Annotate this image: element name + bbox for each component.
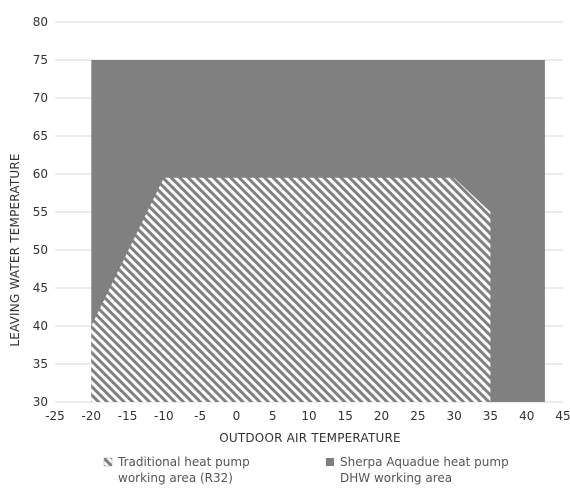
legend-label: Traditional heat pump xyxy=(117,455,250,469)
legend-label: DHW working area xyxy=(340,471,452,485)
legend-swatch-hatch xyxy=(103,457,113,467)
x-tick-label: 45 xyxy=(555,409,570,423)
x-axis-title: OUTDOOR AIR TEMPERATURE xyxy=(219,431,401,445)
y-tick-label: 75 xyxy=(33,53,48,67)
x-tick-label: 15 xyxy=(338,409,353,423)
y-tick-label: 70 xyxy=(33,91,48,105)
legend-swatch-solid xyxy=(326,458,334,466)
x-tick-label: 20 xyxy=(374,409,389,423)
x-tick-label: -5 xyxy=(194,409,206,423)
legend: Traditional heat pump working area (R32) S… xyxy=(103,455,509,485)
x-tick-label: 35 xyxy=(483,409,498,423)
x-tick-label: -20 xyxy=(81,409,101,423)
y-tick-label: 30 xyxy=(33,395,48,409)
x-tick-label: 0 xyxy=(233,409,241,423)
y-tick-label: 50 xyxy=(33,243,48,257)
x-tick-label: 40 xyxy=(519,409,534,423)
x-tick-label: -15 xyxy=(118,409,138,423)
y-tick-label: 65 xyxy=(33,129,48,143)
y-tick-label: 45 xyxy=(33,281,48,295)
y-axis-title: LEAVING WATER TEMPERATURE xyxy=(8,153,22,346)
series-area-1 xyxy=(91,177,491,402)
y-tick-label: 80 xyxy=(33,15,48,29)
series-areas xyxy=(91,60,545,402)
y-tick-label: 35 xyxy=(33,357,48,371)
x-tick-label: 10 xyxy=(301,409,316,423)
x-tick-label: 5 xyxy=(269,409,277,423)
x-tick-label: -25 xyxy=(45,409,65,423)
legend-label: working area (R32) xyxy=(118,471,233,485)
x-tick-label: -10 xyxy=(154,409,174,423)
x-tick-label: 30 xyxy=(447,409,462,423)
legend-item-1: Sherpa Aquadue heat pump DHW working area xyxy=(326,455,509,485)
y-tick-label: 40 xyxy=(33,319,48,333)
y-tick-label: 60 xyxy=(33,167,48,181)
legend-item-0: Traditional heat pump working area (R32) xyxy=(103,455,250,485)
y-tick-label: 55 xyxy=(33,205,48,219)
x-tick-label: 25 xyxy=(410,409,425,423)
legend-label: Sherpa Aquadue heat pump xyxy=(340,455,509,469)
tick-labels: 30 35 40 45 50 55 60 65 70 75 80 -25 -20 -15 -10 -5 0 5 10… xyxy=(33,15,570,423)
